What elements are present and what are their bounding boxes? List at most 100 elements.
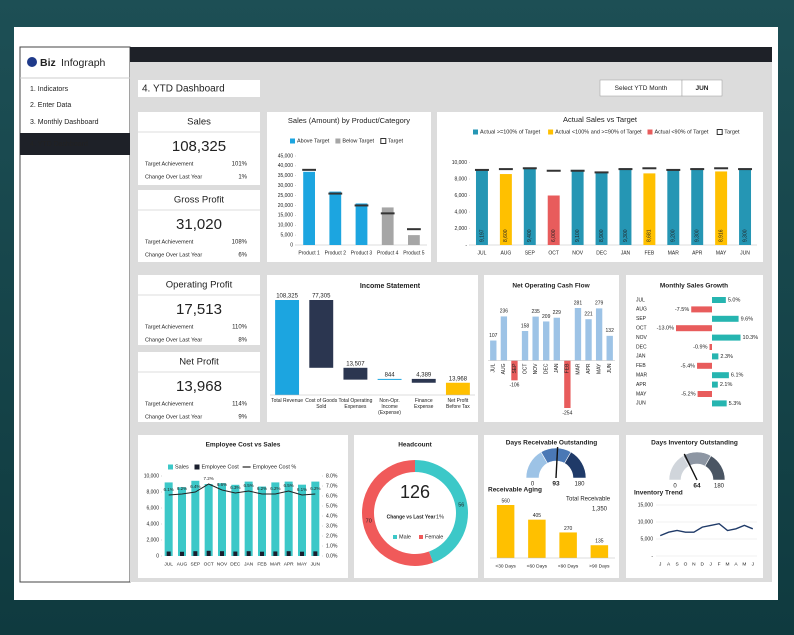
bar [329, 191, 342, 245]
data-label: 6.2% [270, 486, 280, 491]
y-tick-label: 4,000 [146, 521, 159, 527]
target-marker [714, 167, 729, 170]
bar [499, 174, 512, 245]
bar [284, 481, 293, 556]
legend-swatch [194, 464, 200, 470]
logo-text: Infograph [61, 57, 106, 69]
data-label: 13,968 [449, 376, 468, 382]
kpi-row-value: 101% [232, 162, 248, 168]
x-tick-label: OCT [522, 364, 528, 375]
legend-label: Target [724, 129, 740, 135]
x-tick-label: JAN [244, 561, 254, 567]
y-tick-label: 45,000 [278, 153, 294, 159]
x-tick-label: Non-Opr. Income (Expense) [378, 398, 401, 416]
bar [193, 551, 198, 556]
data-label: 6.1% [297, 487, 307, 492]
bar [595, 171, 608, 245]
data-label: 107 [489, 333, 498, 339]
target-marker [498, 168, 513, 171]
menu-item[interactable]: 4. YTD Dashboard [30, 141, 88, 148]
bar [191, 480, 200, 556]
legend-label: Actual >=100% of Target [480, 129, 541, 135]
data-label: 6.2% [257, 486, 267, 491]
kpi-value: 31,020 [176, 216, 222, 233]
target-marker [474, 168, 489, 171]
x-tick-label: DEC [230, 561, 241, 567]
menu-item[interactable]: 3. Monthly Dashboard [30, 119, 99, 126]
bar [244, 481, 253, 556]
bar [697, 391, 712, 397]
x-tick-label: AUG [501, 363, 507, 374]
kpi-row-label: Target Achievement [145, 239, 194, 245]
bar [590, 545, 609, 558]
chart-title: Monthly Sales Growth [660, 283, 728, 290]
kpi-value: 17,513 [176, 301, 222, 318]
data-label: 221 [584, 312, 593, 318]
x-tick-label: O [684, 561, 688, 567]
data-label: -0.9% [693, 344, 707, 350]
y-tick-label: 20,000 [278, 203, 294, 209]
target-marker [546, 169, 561, 172]
target-marker [570, 169, 585, 172]
y-tick-label: 15,000 [638, 502, 654, 508]
kpi-row-value: 108% [232, 240, 248, 246]
data-label: 13,507 [346, 361, 365, 367]
y-tick-label: MAR [636, 373, 648, 379]
y-tick-label: JUN [636, 401, 646, 407]
bar [206, 550, 211, 556]
waterfall-bar [445, 382, 470, 395]
bar [585, 319, 592, 361]
y2-tick-label: 5.0% [326, 503, 338, 509]
menu-item[interactable]: 1. Indicators [30, 86, 69, 93]
gauge-needle [555, 447, 559, 479]
data-label: 405 [533, 513, 542, 519]
bar [496, 505, 515, 558]
y-tick-label: 5,000 [640, 536, 653, 542]
data-label: 9,200 [671, 229, 677, 242]
select-box[interactable] [681, 79, 723, 97]
bar [532, 316, 539, 361]
bar [712, 315, 739, 322]
panel [267, 275, 478, 422]
x-tick-label: AUG [500, 250, 511, 256]
target-marker [618, 168, 633, 171]
y-tick-label: JUL [636, 297, 645, 303]
total-label: Total Receivable [566, 497, 611, 503]
kpi-row-value: 8% [238, 338, 247, 344]
x-tick-label: JAN [554, 363, 560, 373]
data-label: 9,400 [527, 229, 533, 242]
kpi-row-value: 1% [238, 175, 247, 181]
menu-selected [20, 133, 130, 155]
y-tick-label: 5,000 [280, 232, 293, 238]
bar [712, 400, 727, 407]
data-label: 8,916 [718, 229, 724, 242]
data-label: 560 [501, 498, 510, 504]
data-label: 209 [542, 314, 551, 320]
bar [709, 344, 712, 350]
data-label: 6.5% [284, 483, 294, 488]
y2-tick-label: 8.0% [326, 473, 338, 479]
panel [138, 352, 260, 422]
target-marker [642, 167, 657, 170]
y2-tick-label: 2.0% [326, 533, 338, 539]
gauge-band [704, 455, 726, 481]
x-tick-label: JUL [491, 363, 497, 372]
bar [286, 551, 291, 556]
gauge-min: 0 [531, 482, 535, 488]
kpi-row-value: 9% [238, 415, 247, 421]
bar [273, 551, 278, 556]
bar [220, 551, 224, 556]
legend-label: Employee Cost [202, 464, 240, 470]
y-tick-label: 4,000 [454, 209, 467, 215]
menu-item[interactable]: 2. Enter Data [30, 102, 71, 109]
y-tick-label: 0 [290, 242, 293, 248]
target-marker [328, 192, 343, 195]
y2-tick-label: 4.0% [326, 513, 338, 519]
bar [521, 330, 529, 361]
gauge-max: 180 [574, 482, 585, 488]
total-value: 1,350 [592, 507, 608, 513]
y-tick-label: 25,000 [278, 193, 294, 199]
kpi-value: 13,968 [176, 378, 222, 395]
chart-title: Actual Sales vs Target [563, 115, 638, 124]
select-value[interactable]: JUN [695, 85, 708, 92]
